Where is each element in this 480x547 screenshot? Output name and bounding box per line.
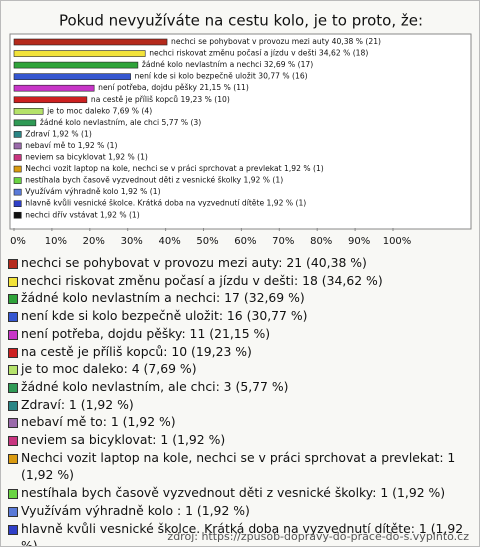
legend-item: nebaví mě to: 1 (1,92 %) bbox=[7, 413, 473, 431]
bar-label: hlavně kvůli vesnické školce. Krátká dob… bbox=[25, 199, 306, 208]
legend-item: nechci se pohybovat v provozu mezi auty:… bbox=[7, 254, 473, 272]
legend-label: na cestě je příliš kopců: 10 (19,23 %) bbox=[21, 343, 252, 359]
legend-label: hlavně kvůli vesnické školce. Krátká dob… bbox=[21, 520, 464, 547]
legend-label: Nechci vozit laptop na kole, nechci se v… bbox=[21, 449, 456, 483]
legend-swatch bbox=[8, 418, 18, 429]
legend-swatch bbox=[8, 524, 18, 535]
bar bbox=[13, 84, 95, 92]
legend-item: žádné kolo nevlastním, ale chci: 3 (5,77… bbox=[7, 378, 473, 396]
bar bbox=[13, 96, 88, 104]
legend-item: Zdraví: 1 (1,92 %) bbox=[7, 396, 473, 414]
bar-label: Nechci vozit laptop na kole, nechci se v… bbox=[25, 164, 324, 173]
x-tick-label: 20% bbox=[83, 236, 105, 247]
x-tick-label: 90% bbox=[348, 236, 370, 247]
bar-label: žádné kolo nevlastním a nechci 32,69 % (… bbox=[142, 60, 313, 69]
chart-title: Pokud nevyužíváte na cestu kolo, je to p… bbox=[59, 12, 423, 30]
legend-item: neviem sa bicyklovat: 1 (1,92 %) bbox=[7, 431, 473, 449]
bar bbox=[13, 177, 22, 184]
legend-swatch bbox=[8, 506, 18, 517]
legend-item: nechci riskovat změnu počasí a jízdu v d… bbox=[7, 272, 473, 290]
legend-swatch bbox=[8, 312, 18, 323]
x-tick-label: 0% bbox=[10, 236, 26, 247]
legend-item: na cestě je příliš kopců: 10 (19,23 %) bbox=[7, 343, 473, 361]
legend-label: Zdraví: 1 (1,92 %) bbox=[21, 396, 134, 412]
bar bbox=[13, 50, 146, 57]
legend-item: žádné kolo nevlastním a nechci: 17 (32,6… bbox=[7, 289, 473, 307]
x-tick-label: 60% bbox=[234, 236, 256, 247]
legend-swatch bbox=[8, 294, 18, 305]
bar-label: nechci se pohybovat v provozu mezi auty … bbox=[171, 37, 381, 46]
x-tick-label: 100% bbox=[383, 236, 412, 247]
legend-label: není potřeba, dojdu pěšky: 11 (21,15 %) bbox=[21, 325, 271, 341]
x-tick-label: 40% bbox=[158, 236, 180, 247]
legend-item: není potřeba, dojdu pěšky: 11 (21,15 %) bbox=[7, 325, 473, 343]
legend: nechci se pohybovat v provozu mezi auty:… bbox=[7, 254, 473, 547]
bar-label: Využívám výhradně kolo 1,92 % (1) bbox=[25, 187, 160, 196]
x-tick-label: 30% bbox=[121, 236, 143, 247]
bar bbox=[13, 165, 22, 173]
bar-label: žádné kolo nevlastním, ale chci 5,77 % (… bbox=[40, 118, 201, 127]
legend-swatch bbox=[8, 400, 18, 411]
bar bbox=[13, 200, 22, 207]
bar-label: není potřeba, dojdu pěšky 21,15 % (11) bbox=[98, 83, 249, 92]
bar bbox=[13, 131, 22, 138]
legend-item: nestíhala bych časově vyzvednout děti z … bbox=[7, 484, 473, 502]
legend-swatch bbox=[8, 365, 18, 376]
legend-swatch bbox=[8, 453, 18, 464]
chart: Pokud nevyužíváte na cestu kolo, je to p… bbox=[9, 12, 472, 247]
legend-label: žádné kolo nevlastním a nechci: 17 (32,6… bbox=[21, 290, 305, 306]
source: zdroj: https://zpusob-dopravy-do-prace-d… bbox=[167, 530, 469, 543]
bar bbox=[13, 73, 131, 80]
legend-label: není kde si kolo bezpečně uložit: 16 (30… bbox=[21, 308, 308, 324]
legend-label: Využívám výhradně kolo : 1 (1,92 %) bbox=[21, 502, 250, 518]
bar bbox=[13, 188, 22, 196]
legend-item: není kde si kolo bezpečně uložit: 16 (30… bbox=[7, 307, 473, 325]
bar-label: na cestě je příliš kopců 19,23 % (10) bbox=[91, 95, 230, 104]
legend-item: Využívám výhradně kolo : 1 (1,92 %) bbox=[7, 502, 473, 520]
legend-label: nechci se pohybovat v provozu mezi auty:… bbox=[21, 255, 367, 270]
bar-label: je to moc daleko 7,69 % (4) bbox=[46, 106, 152, 115]
legend-label: je to moc daleko: 4 (7,69 %) bbox=[21, 361, 197, 377]
legend-swatch bbox=[8, 382, 18, 393]
bar bbox=[13, 38, 168, 46]
legend-swatch bbox=[8, 436, 18, 447]
bar-label: nechci riskovat změnu počasí a jízdu v d… bbox=[149, 49, 368, 58]
legend-label: nechci riskovat změnu počasí a jízdu v d… bbox=[21, 272, 383, 288]
bar bbox=[13, 142, 22, 150]
legend-swatch bbox=[8, 329, 18, 340]
legend-label: nestíhala bych časově vyzvednout děti z … bbox=[21, 485, 446, 501]
legend-label: neviem sa bicyklovat: 1 (1,92 %) bbox=[21, 432, 226, 448]
bar bbox=[13, 61, 139, 69]
bar bbox=[13, 154, 22, 161]
legend-label: nebaví mě to: 1 (1,92 %) bbox=[21, 414, 176, 430]
legend-swatch bbox=[8, 259, 18, 269]
x-tick-label: 50% bbox=[196, 236, 218, 247]
x-tick-label: 70% bbox=[272, 236, 294, 247]
legend-swatch bbox=[8, 276, 18, 287]
legend-swatch bbox=[8, 489, 18, 500]
legend-item: hlavně kvůli vesnické školce. Krátká dob… bbox=[7, 520, 473, 547]
legend-label: žádné kolo nevlastním, ale chci: 3 (5,77… bbox=[21, 378, 289, 394]
bar-label: neviem sa bicyklovat 1,92 % (1) bbox=[25, 153, 148, 162]
legend-item: je to moc daleko: 4 (7,69 %) bbox=[7, 360, 473, 378]
bar-label: nestíhala bych časově vyzvednout děti z … bbox=[25, 176, 283, 185]
legend-swatch bbox=[8, 347, 18, 358]
bar-label: nechci dřív vstávat 1,92 % (1) bbox=[25, 210, 139, 219]
bar bbox=[13, 211, 22, 219]
bar-label: nebaví mě to 1,92 % (1) bbox=[25, 141, 117, 150]
legend-item: Nechci vozit laptop na kole, nechci se v… bbox=[7, 449, 473, 484]
x-tick-label: 80% bbox=[310, 236, 332, 247]
bar-label: Zdraví 1,92 % (1) bbox=[25, 129, 92, 138]
x-tick-label: 10% bbox=[45, 236, 67, 247]
bar-label: není kde si kolo bezpečně uložit 30,77 %… bbox=[135, 72, 308, 81]
bar bbox=[13, 108, 44, 115]
bar bbox=[13, 119, 37, 127]
